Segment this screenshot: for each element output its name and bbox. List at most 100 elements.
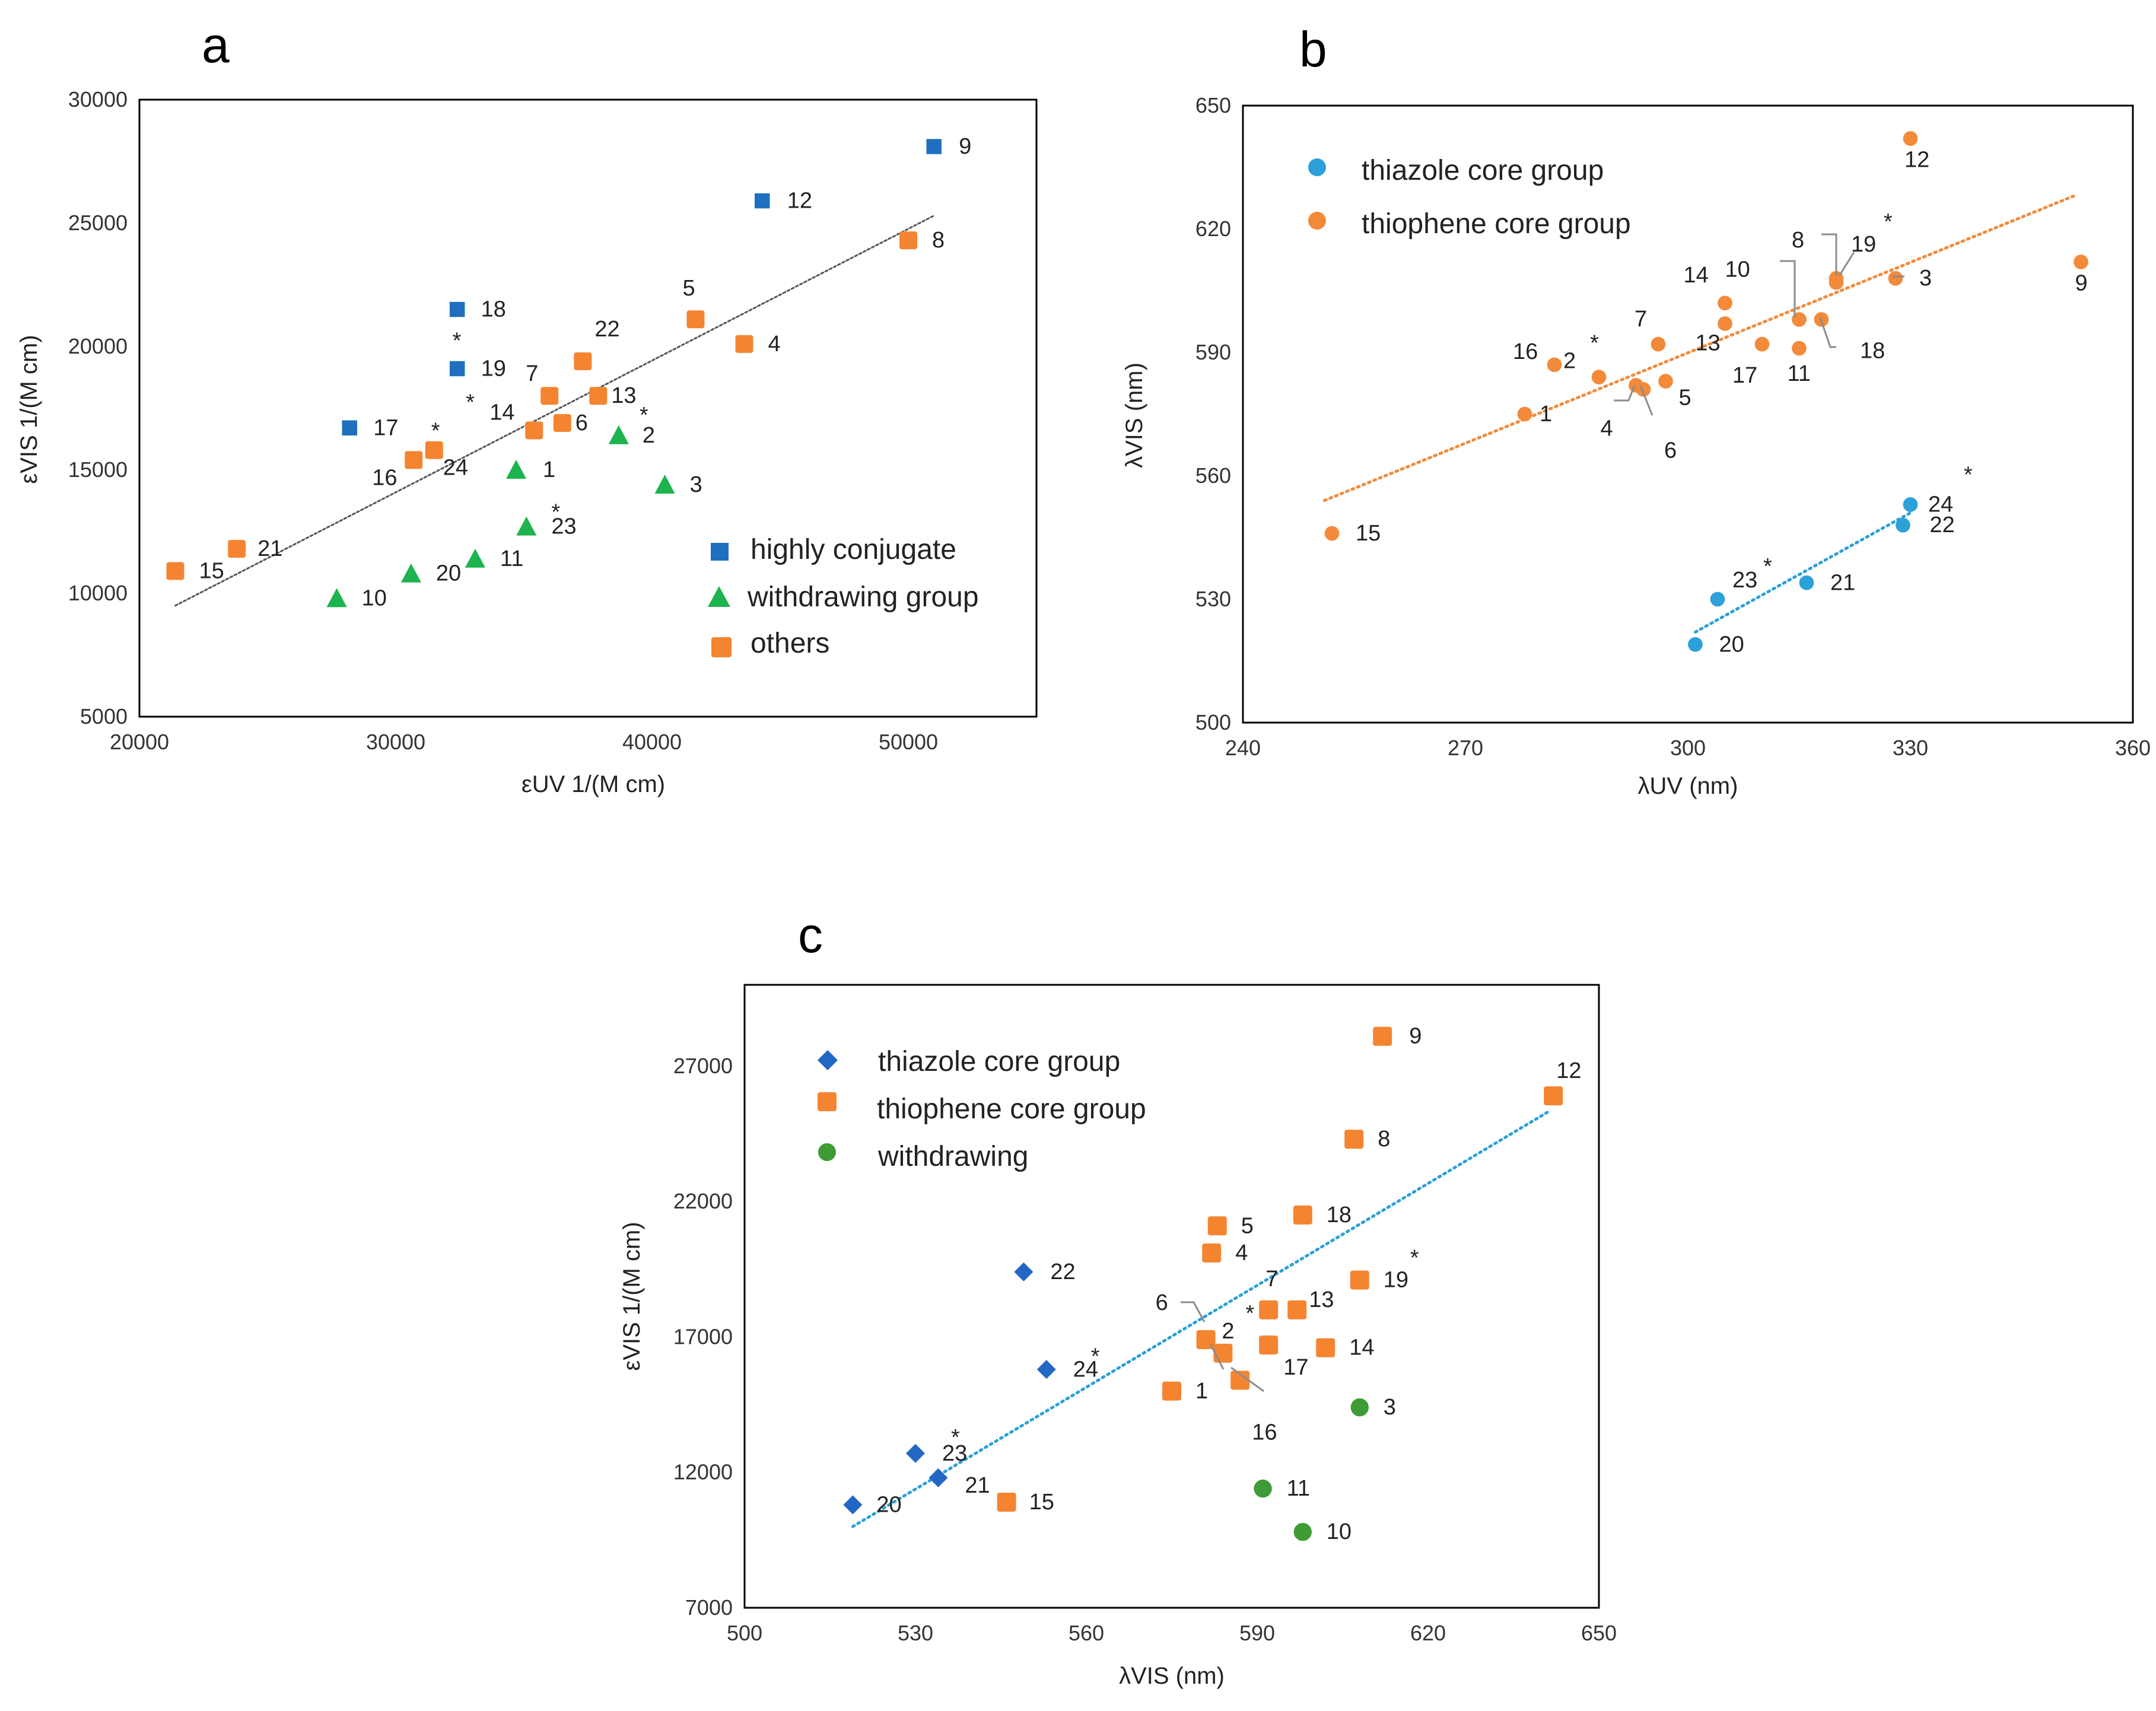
trendline — [1323, 195, 2075, 503]
point-label-8: 8 — [1378, 1127, 1390, 1152]
data-point-11 — [1254, 1479, 1272, 1498]
point-label-23: 23 — [1732, 568, 1757, 593]
point-label-22: 22 — [1050, 1260, 1075, 1284]
point-label-24: 24 — [1928, 492, 1953, 517]
data-point-24 — [1036, 1360, 1056, 1379]
data-point-14 — [1718, 295, 1732, 311]
leader-line-6 — [1181, 1301, 1206, 1322]
point-label-3: 3 — [1384, 1395, 1396, 1420]
x-tick-label: 530 — [898, 1621, 933, 1645]
leader-line-16 — [1230, 1366, 1264, 1392]
x-tick-label: 650 — [1581, 1621, 1617, 1645]
panel-c-plot-frame — [743, 984, 1600, 1609]
y-tick-label: 7000 — [685, 1595, 733, 1620]
panel-b-legend: thiazole core group thiophene core group — [1308, 155, 1631, 240]
point-label-24: 24 — [443, 456, 468, 481]
trendline — [174, 215, 935, 607]
legend-label-withdrawing: withdrawing — [877, 1141, 1028, 1172]
point-label-2: 2 — [643, 423, 655, 448]
panel-b-plot-frame — [1242, 104, 2134, 724]
data-point-5 — [1658, 374, 1673, 389]
x-tick-label: 330 — [1893, 736, 1928, 760]
leader-line-2 — [1209, 1343, 1225, 1370]
point-label-8: 8 — [932, 228, 945, 253]
point-label-15: 15 — [199, 559, 224, 584]
point-label-12: 12 — [1904, 147, 1929, 172]
legend-marker-highly-conjugate — [711, 543, 729, 561]
legend-label-others: others — [751, 628, 829, 659]
legend-marker-withdrawing — [818, 1143, 836, 1161]
point-label-23: 23 — [551, 514, 576, 539]
data-point-21 — [1799, 575, 1814, 590]
data-point-7 — [540, 387, 559, 405]
legend-marker-others — [711, 637, 732, 657]
data-point-13 — [1287, 1300, 1307, 1319]
x-tick-label: 620 — [1410, 1621, 1446, 1645]
data-point-16 — [1230, 1370, 1250, 1390]
point-label-18: 18 — [481, 297, 506, 322]
data-point-3 — [1888, 271, 1903, 286]
point-label-16: 16 — [1252, 1420, 1277, 1445]
point-label-20: 20 — [1719, 632, 1744, 657]
data-point-23 — [1710, 591, 1725, 607]
data-point-8 — [1344, 1130, 1364, 1149]
point-label-17: 17 — [1283, 1355, 1308, 1380]
leader-line-6 — [1639, 385, 1653, 416]
data-point-15 — [1324, 526, 1340, 541]
data-point-22 — [574, 352, 592, 370]
trendline — [1694, 511, 1912, 634]
data-point-2 — [608, 425, 629, 444]
y-tick-label: 10000 — [68, 581, 128, 605]
data-point-5 — [1207, 1216, 1227, 1236]
star-marker-23: * — [551, 500, 560, 525]
data-point-2 — [1591, 370, 1607, 384]
data-point-18 — [1293, 1206, 1312, 1225]
point-label-24: 24 — [1073, 1357, 1098, 1382]
y-tick-label: 560 — [1195, 463, 1231, 488]
data-point-1 — [1162, 1381, 1181, 1401]
data-point-4 — [1202, 1243, 1222, 1262]
point-label-14: 14 — [489, 400, 514, 425]
x-tick-label: 50000 — [879, 730, 938, 754]
data-point-17 — [342, 420, 357, 436]
data-point-10 — [1293, 1522, 1312, 1541]
point-label-2: 2 — [1563, 349, 1576, 374]
data-point-12 — [1544, 1086, 1563, 1106]
panel-b-leader-lines — [1614, 233, 1904, 416]
star-marker-2: * — [1590, 331, 1599, 356]
point-label-6: 6 — [1664, 438, 1677, 463]
data-point-22 — [1896, 517, 1910, 533]
y-tick-label: 530 — [1195, 587, 1231, 611]
point-label-5: 5 — [1241, 1213, 1254, 1238]
point-label-9: 9 — [959, 134, 971, 159]
legend-label-thiophene: thiophene core group — [877, 1093, 1146, 1125]
point-label-21: 21 — [965, 1473, 990, 1498]
data-point-4 — [735, 335, 753, 353]
data-point-19 — [449, 361, 465, 377]
data-point-6 — [553, 414, 571, 432]
data-point-19 — [1829, 275, 1844, 290]
point-label-6: 6 — [575, 411, 588, 435]
panel-b-y-axis-label: λVIS (nm) — [1121, 362, 1147, 468]
x-tick-label: 360 — [2115, 736, 2151, 760]
star-marker-2: * — [640, 403, 648, 428]
panel-c: c 500 530 560 590 620 65070001200017000220002… — [619, 907, 1617, 1689]
x-tick-label: 500 — [727, 1621, 762, 1645]
point-label-15: 15 — [1029, 1490, 1054, 1515]
point-label-21: 21 — [1830, 570, 1855, 595]
data-point-1 — [506, 460, 527, 479]
leader-line-18 — [1819, 317, 1836, 348]
panel-c-marks: 500 530 560 590 620 6507000120001700022000270… — [673, 1024, 1617, 1645]
point-label-6: 6 — [1156, 1290, 1168, 1315]
star-marker-24: * — [1964, 463, 1973, 488]
data-point-24 — [425, 441, 443, 459]
data-point-17 — [1754, 336, 1770, 352]
data-point-3 — [654, 474, 675, 494]
x-tick-label: 30000 — [366, 730, 425, 754]
data-point-24 — [1903, 497, 1918, 512]
data-point-18 — [449, 301, 465, 317]
data-point-21 — [228, 540, 246, 558]
star-marker-19: * — [1410, 1246, 1419, 1271]
point-label-10: 10 — [1327, 1519, 1352, 1544]
